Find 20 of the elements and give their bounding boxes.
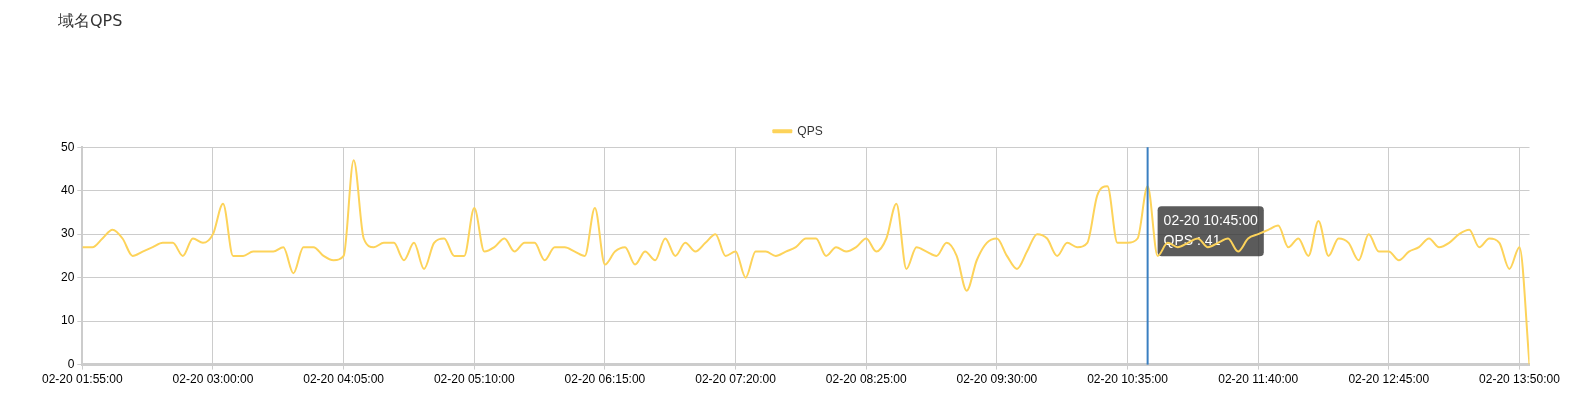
x-tick-label: 02-20 07:20:00 (695, 372, 777, 387)
y-tick-label: 30 (60, 226, 75, 241)
y-tick-label: 50 (60, 139, 75, 154)
legend-label: QPS (797, 123, 823, 138)
x-tick-label: 02-20 10:35:00 (1087, 372, 1169, 387)
x-tick-label: 02-20 03:00:00 (172, 372, 254, 387)
x-tick-label: 02-20 12:45:00 (1348, 372, 1430, 387)
y-tick-label: 10 (60, 313, 75, 328)
x-tick-label: 02-20 04:05:00 (303, 372, 385, 387)
x-tick-label: 02-20 05:10:00 (433, 372, 515, 387)
y-tick-label: 20 (60, 269, 75, 284)
chart-title: 域名QPS (57, 10, 123, 30)
x-tick-label: 02-20 01:55:00 (41, 372, 124, 387)
y-tick-label: 0 (67, 356, 75, 371)
x-tick-label: 02-20 11:40:00 (1218, 372, 1299, 387)
x-tick-label: 02-20 08:25:00 (825, 372, 907, 387)
y-tick-label: 40 (60, 182, 75, 197)
x-tick-label: 02-20 06:15:00 (564, 372, 646, 387)
x-tick-label: 02-20 13:50:00 (1479, 372, 1561, 387)
x-tick-label: 02-20 09:30:00 (956, 372, 1038, 387)
